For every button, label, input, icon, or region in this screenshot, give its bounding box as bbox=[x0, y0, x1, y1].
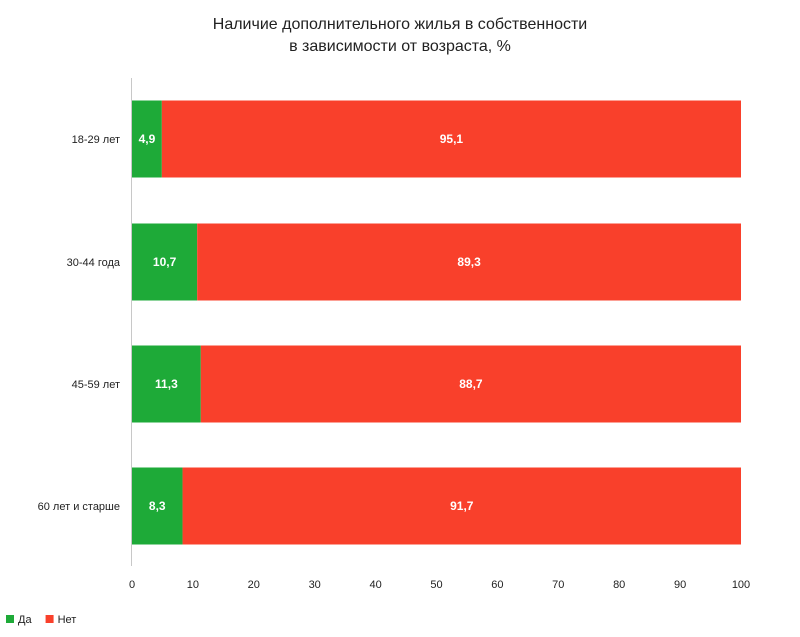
legend-swatch-yes bbox=[6, 615, 14, 623]
data-label-no-2: 89,3 bbox=[457, 255, 481, 269]
bar-no-2 bbox=[197, 223, 742, 301]
data-label-yes-4: 8,3 bbox=[149, 499, 166, 513]
chart-title-line-2: в зависимости от возраста, % bbox=[289, 38, 511, 55]
bar-no-1 bbox=[161, 100, 741, 178]
x-tick-label-20: 20 bbox=[248, 579, 260, 591]
x-tick-label-40: 40 bbox=[369, 579, 381, 591]
chart-title: Наличие дополнительного жилья в собствен… bbox=[0, 14, 800, 58]
data-label-yes-1: 4,9 bbox=[139, 132, 156, 146]
data-label-yes-2: 10,7 bbox=[153, 255, 177, 269]
data-label-no-4: 91,7 bbox=[450, 499, 474, 513]
bar-yes-4 bbox=[132, 467, 183, 545]
x-tick-label-10: 10 bbox=[187, 579, 199, 591]
legend-label-no: Нет bbox=[58, 614, 77, 626]
category-label-3: 45-59 лет bbox=[72, 379, 120, 391]
x-tick-label-60: 60 bbox=[491, 579, 503, 591]
x-tick-label-90: 90 bbox=[674, 579, 686, 591]
data-label-no-1: 95,1 bbox=[440, 132, 464, 146]
x-tick-label-70: 70 bbox=[552, 579, 564, 591]
bar-yes-3 bbox=[132, 345, 201, 423]
data-label-yes-3: 11,3 bbox=[155, 377, 178, 391]
category-label-2: 30-44 года bbox=[67, 257, 121, 269]
category-label-4: 60 лет и старше bbox=[38, 501, 120, 513]
category-label-1: 18-29 лет bbox=[72, 134, 120, 146]
data-label-no-3: 88,7 bbox=[459, 377, 483, 391]
x-tick-label-80: 80 bbox=[613, 579, 625, 591]
x-tick-label-0: 0 bbox=[129, 579, 135, 591]
x-tick-label-30: 30 bbox=[309, 579, 321, 591]
bar-no-3 bbox=[200, 345, 741, 423]
x-tick-label-100: 100 bbox=[732, 579, 750, 591]
chart-title-line-1: Наличие дополнительного жилья в собствен… bbox=[212, 16, 588, 33]
legend-swatch-no bbox=[45, 615, 54, 623]
bar-no-4 bbox=[182, 467, 741, 545]
legend-label-yes: Да bbox=[18, 614, 32, 626]
x-tick-label-50: 50 bbox=[430, 579, 442, 591]
bar-yes-2 bbox=[132, 223, 198, 301]
bar-yes-1 bbox=[132, 100, 162, 178]
